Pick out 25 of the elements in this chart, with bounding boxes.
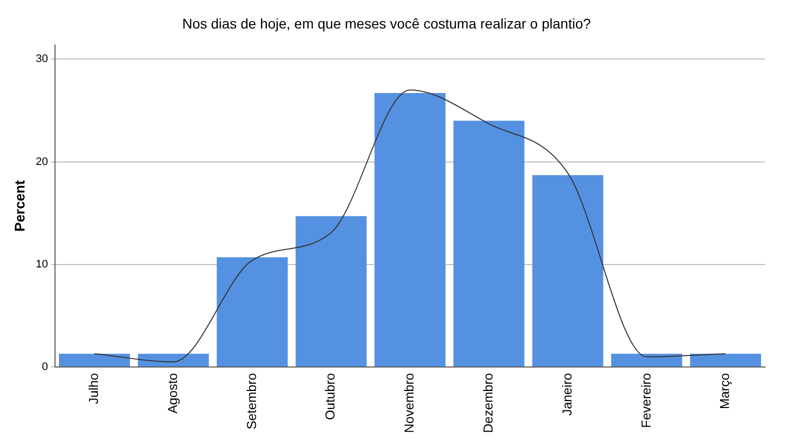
bar [532,175,604,367]
x-tick-label: Janeiro [559,373,574,416]
x-tick-label: Fevereiro [638,373,654,428]
bar [216,257,288,367]
x-tick-label: Dezembro [480,373,496,433]
x-tick-label: Setembro [244,373,259,430]
x-tick-label: Agosto [164,373,180,414]
x-tick-label: Março [717,373,732,410]
bar [138,354,209,367]
bar [374,93,446,367]
y-tick-label: 20 [36,156,48,168]
bar [58,354,130,367]
y-tick-label: 30 [36,53,48,66]
line-series [94,89,726,362]
bar [611,354,682,367]
bar [296,216,367,367]
y-tick-label: 0 [42,361,48,374]
y-tick-label: 10 [36,258,48,270]
bar [453,120,524,367]
x-tick-label: Novembro [402,373,417,433]
bar [690,354,762,367]
y-axis-title: Percent [11,180,28,232]
x-tick-label: Julho [86,373,102,404]
chart-title: Nos dias de hoje, em que meses você costuma realizar o plantio? [182,15,591,32]
x-tick-label: Outubro [322,373,338,420]
